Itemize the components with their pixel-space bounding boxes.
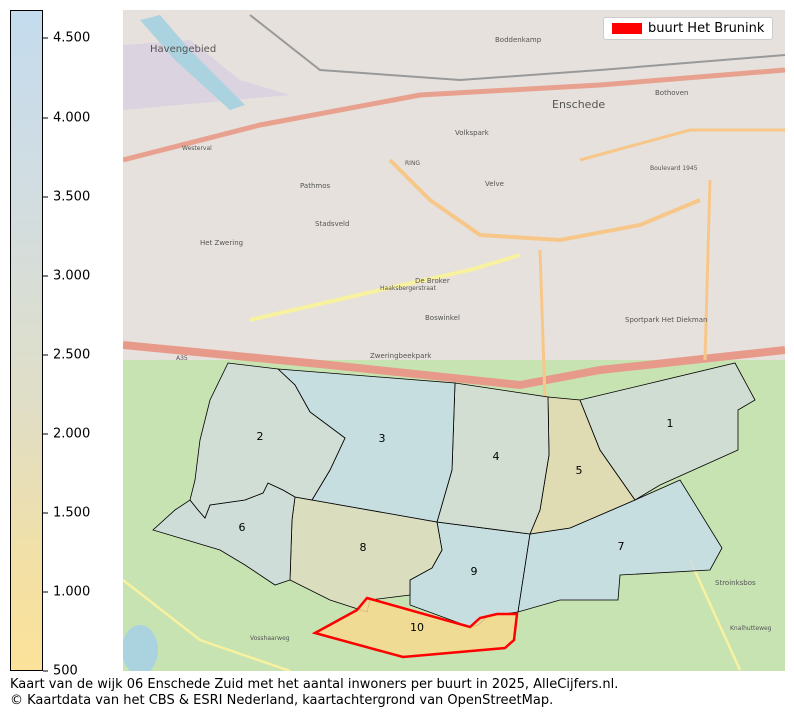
caption-credits: © Kaartdata van het CBS & ESRI Nederland… xyxy=(10,693,554,708)
colorbar-tick: 3.000 xyxy=(43,268,90,283)
main-roads xyxy=(538,128,785,401)
buurt-label: 1 xyxy=(667,417,674,430)
buurt-label: 10 xyxy=(410,621,424,634)
place-label: Bothoven xyxy=(655,89,688,97)
place-label: De Broker xyxy=(415,277,450,285)
buurt-10[interactable]: 10 xyxy=(311,596,519,659)
buurt-polygon[interactable] xyxy=(189,362,346,519)
legend-label: buurt Het Brunink xyxy=(648,21,765,36)
place-label: Sportpark Het Diekman xyxy=(625,316,707,324)
buurt-polygon[interactable] xyxy=(311,596,519,659)
lake xyxy=(123,625,158,671)
colorbar-tick: 500 xyxy=(43,664,78,679)
buurt-label: 6 xyxy=(239,521,246,534)
colorbar-tick: 4.500 xyxy=(43,31,90,46)
colorbar-tick: 4.000 xyxy=(43,110,90,125)
colorbar-tick: 1.000 xyxy=(43,584,90,599)
legend-swatch xyxy=(612,23,642,34)
place-label: Havengebied xyxy=(150,44,216,55)
place-label: Boddenkamp xyxy=(495,36,542,44)
road-label: Vosshaarweg xyxy=(250,635,290,642)
road-label: RING xyxy=(405,160,420,167)
place-label: Enschede xyxy=(552,98,605,111)
buurt-2[interactable]: 2 xyxy=(189,362,346,519)
place-label: Pathmos xyxy=(300,182,330,190)
harbor-water xyxy=(140,15,245,110)
place-label: Stroinksbos xyxy=(715,579,756,587)
buurt-label: 5 xyxy=(576,464,583,477)
buurt-label: 4 xyxy=(493,450,500,463)
road-label: Boulevard 1945 xyxy=(650,165,698,172)
rural-roads xyxy=(123,559,742,671)
buurt-polygon[interactable] xyxy=(579,362,756,501)
road-label: Knalhutteweg xyxy=(730,625,772,632)
colorbar-tick: 3.500 xyxy=(43,189,90,204)
road-label: Westerval xyxy=(182,145,212,152)
legend: buurt Het Brunink xyxy=(603,17,774,40)
colorbar-tick: 2.000 xyxy=(43,426,90,441)
map[interactable]: Havengebied Enschede Stadsveld Boswinkel Bod… xyxy=(123,10,785,671)
colorbar-tick: 1.500 xyxy=(43,505,90,520)
place-label: Zweringbeekpark xyxy=(370,352,432,360)
colorbar xyxy=(10,10,43,671)
railway-road xyxy=(123,67,785,163)
place-label: Stadsveld xyxy=(315,220,349,228)
caption-title: Kaart van de wijk 06 Enschede Zuid met h… xyxy=(10,677,619,692)
place-label: Het Zwering xyxy=(200,239,243,247)
place-label: Volkspark xyxy=(455,129,490,137)
buurt-label: 9 xyxy=(471,565,478,578)
road-label: A35 xyxy=(176,355,188,362)
ring-road xyxy=(388,158,701,243)
buurt-label: 7 xyxy=(618,540,625,553)
buurt-label: 3 xyxy=(379,432,386,445)
place-label: Velve xyxy=(485,180,504,188)
haaksbergerstraat xyxy=(249,253,521,322)
place-label: Boswinkel xyxy=(425,314,460,322)
a35-motorway xyxy=(123,341,785,390)
road-label: Haaksbergerstraat xyxy=(380,285,437,292)
caption: Kaart van de wijk 06 Enschede Zuid met h… xyxy=(10,677,618,709)
buurt-label: 2 xyxy=(257,430,264,443)
railway xyxy=(249,14,785,82)
buurt-label: 8 xyxy=(360,541,367,554)
buurt-1[interactable]: 1 xyxy=(579,362,756,501)
urban-area xyxy=(123,10,785,360)
colorbar-tick: 2.500 xyxy=(43,347,90,362)
